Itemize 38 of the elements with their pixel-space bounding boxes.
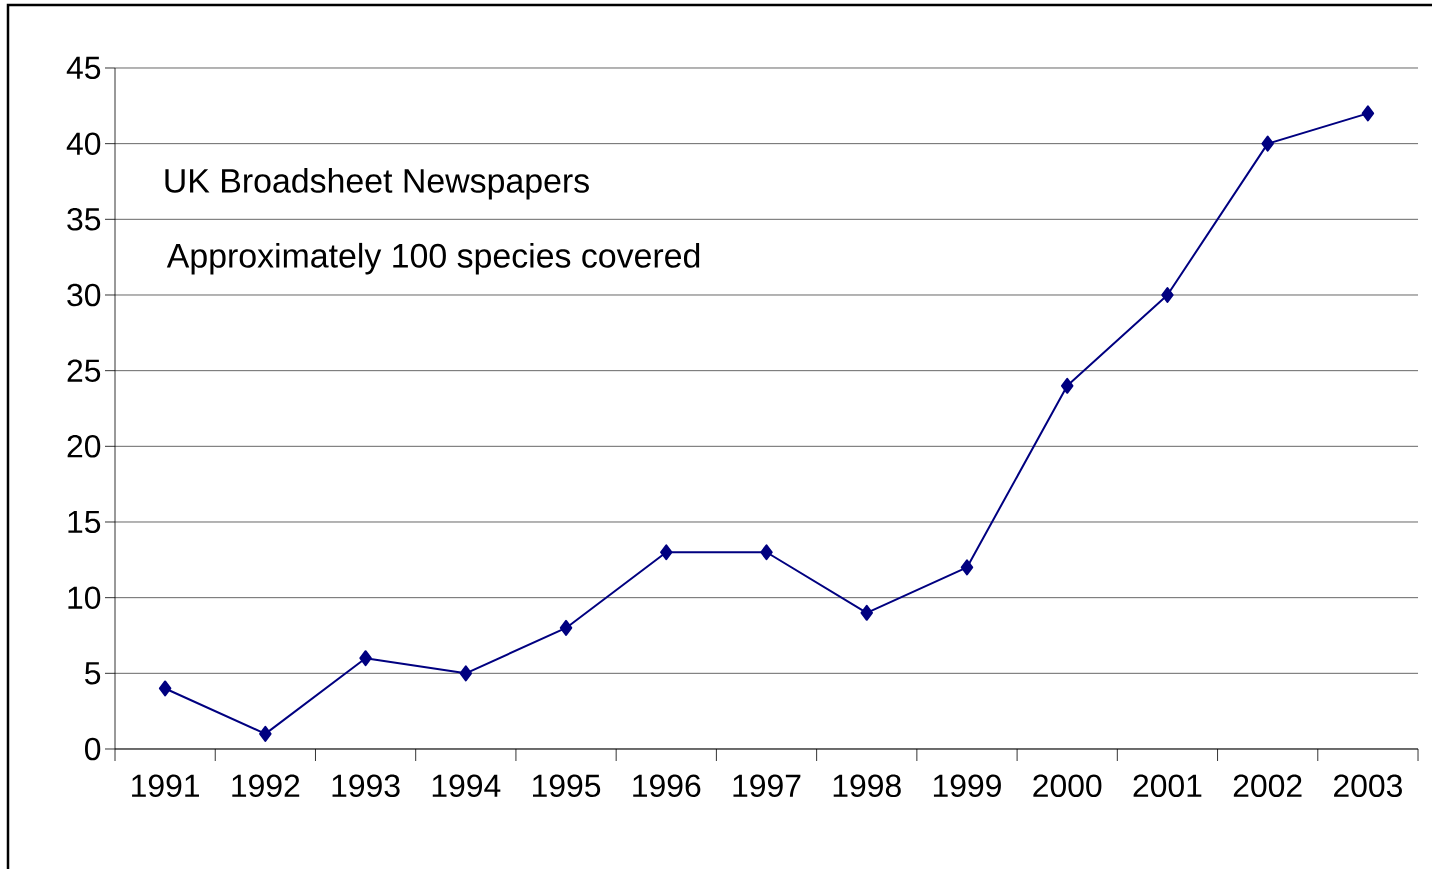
- x-tick-label: 2002: [1233, 774, 1302, 798]
- x-tick-label: 1993: [332, 774, 400, 798]
- x-tick-label: 2003: [1334, 774, 1402, 798]
- x-tick-label: 1991: [132, 774, 200, 798]
- point: [1261, 135, 1274, 152]
- point: [559, 619, 573, 636]
- point: [660, 544, 673, 561]
- point: [960, 559, 974, 576]
- point: [1361, 105, 1375, 122]
- y-tick-label: 35: [67, 208, 101, 231]
- x-tick-label: 2000: [1033, 774, 1102, 798]
- x-tick-label: 1992: [232, 774, 300, 798]
- annotation: UK Broadsheet Newspapers: [165, 167, 589, 200]
- annotation: Approximately 100 species covered: [166, 242, 700, 275]
- point: [158, 680, 172, 697]
- y-tick-label: 0: [85, 737, 101, 761]
- point: [459, 665, 473, 682]
- point: [760, 544, 773, 561]
- y-tick-label: 15: [68, 510, 101, 534]
- x-tick-label: 1998: [833, 774, 901, 798]
- x-tick-label: 1999: [933, 774, 1001, 798]
- x-tick-label: 1996: [633, 774, 701, 798]
- point: [1060, 377, 1074, 394]
- point: [359, 650, 372, 667]
- y-tick-label: 25: [67, 359, 101, 382]
- point: [1161, 286, 1174, 303]
- point: [860, 604, 873, 621]
- x-tick-label: 1994: [432, 774, 501, 798]
- point: [259, 725, 272, 742]
- y-tick-label: 45: [66, 56, 101, 80]
- y-tick-label: 30: [67, 283, 101, 307]
- x-tick-label: 2001: [1133, 774, 1202, 798]
- y-tick-label: 10: [68, 586, 101, 609]
- y-tick-label: 5: [85, 662, 101, 685]
- x-tick-label: 1995: [533, 774, 601, 798]
- y-tick-label: 40: [66, 132, 101, 155]
- x-tick-label: 1997: [733, 774, 801, 798]
- y-tick-label: 20: [67, 435, 101, 458]
